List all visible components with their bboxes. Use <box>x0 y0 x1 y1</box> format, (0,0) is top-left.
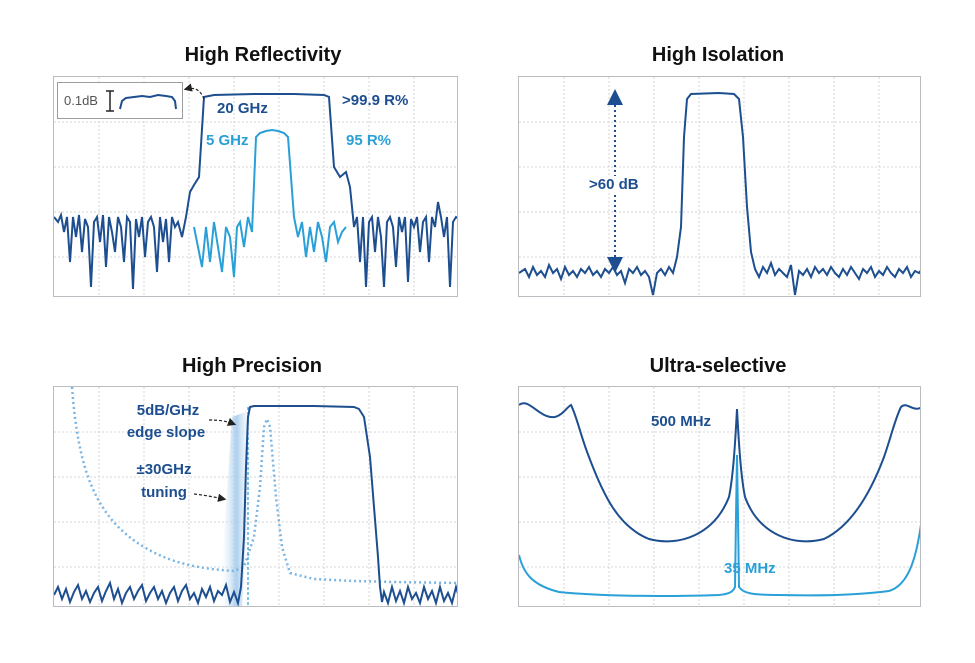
precision-title: High Precision <box>181 355 323 377</box>
precision-dotted-trace <box>70 387 457 585</box>
isolation-plot <box>519 77 920 296</box>
precision-panel: 5dB/GHz edge slope ±30GHz tuning <box>53 386 458 607</box>
label-60db: >60 dB <box>587 176 641 193</box>
selective-grid <box>519 387 920 606</box>
label-35mhz: 35 MHz <box>724 560 776 577</box>
reflectivity-title: High Reflectivity <box>184 44 342 66</box>
label-500mhz: 500 MHz <box>651 413 712 430</box>
trace-5ghz <box>193 128 347 278</box>
label-5ghz: 5 GHz <box>206 132 249 149</box>
tuning-label-2: tuning <box>141 484 187 501</box>
isolation-trace <box>519 91 920 296</box>
ripple-inset-graphic <box>106 90 177 112</box>
trace-500mhz <box>519 402 920 543</box>
selective-plot <box>519 387 920 606</box>
selective-title: Ultra-selective <box>649 355 787 377</box>
precision-grid <box>54 387 457 606</box>
ripple-inset: 0.1dB <box>57 82 183 119</box>
precision-trace <box>54 405 457 606</box>
isolation-grid <box>519 77 920 296</box>
trace-20ghz <box>54 93 457 290</box>
tuning-label-1: ±30GHz <box>136 461 192 478</box>
label-999r: >99.9 R% <box>342 92 409 109</box>
label-95r: 95 R% <box>346 132 392 149</box>
slope-label-1: 5dB/GHz <box>136 402 200 419</box>
precision-plot <box>54 387 457 606</box>
selective-panel: 500 MHz 35 MHz <box>518 386 921 607</box>
slope-arrow <box>208 417 237 426</box>
trace-35mhz <box>519 454 920 597</box>
isolation-title: High Isolation <box>651 44 785 66</box>
slope-label-2: edge slope <box>126 424 206 441</box>
reflectivity-panel: 0.1dB 20 GHz 5 GHz >99.9 R% 95 R% <box>53 76 458 297</box>
reflectivity-grid <box>54 77 457 296</box>
label-20ghz: 20 GHz <box>217 100 268 117</box>
tuning-arrow <box>193 493 227 502</box>
tuning-band <box>219 409 254 606</box>
reflectivity-plot <box>54 77 457 296</box>
isolation-panel: >60 dB <box>518 76 921 297</box>
ripple-inset-label: 0.1dB <box>64 93 98 108</box>
